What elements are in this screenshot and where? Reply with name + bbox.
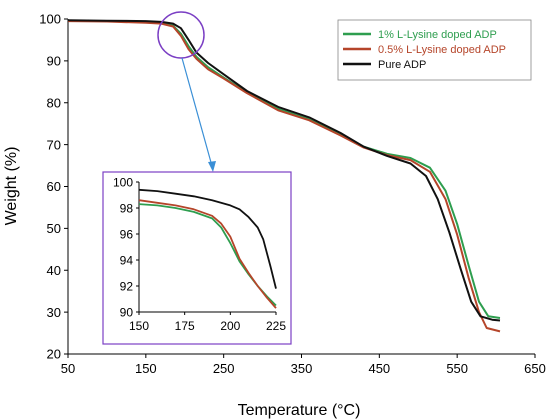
inset-x-tick-label: 175 <box>175 319 195 333</box>
legend-label: Pure ADP <box>378 59 426 71</box>
x-tick-label: 250 <box>213 361 235 376</box>
inset-x-tick-label: 150 <box>129 319 149 333</box>
inset-x-tick-label: 200 <box>220 319 240 333</box>
y-tick-label: 50 <box>47 221 61 236</box>
legend-entry-3: Pure ADP <box>343 59 426 71</box>
series-line-2 <box>67 20 501 333</box>
y-tick-label: 60 <box>47 179 61 194</box>
zoom-circle <box>157 11 205 59</box>
y-tick-label: 30 <box>47 305 61 320</box>
inset-y-tick-label: 92 <box>120 279 134 293</box>
inset-y-tick-label: 90 <box>120 305 134 319</box>
y-tick-label: 80 <box>47 95 61 110</box>
inset-y-tick-label: 96 <box>120 227 134 241</box>
y-tick-label: 20 <box>47 347 61 362</box>
inset-axes: 150 175 200 225 90 92 94 96 98 100 <box>113 175 286 333</box>
x-tick-label: 550 <box>446 361 468 376</box>
inset-series-group <box>138 188 277 309</box>
x-axis-label: Temperature (°C) <box>238 402 361 419</box>
main-axes: 50 150 250 350 450 550 650 20 30 40 50 60 70 80 90 100 <box>39 12 546 376</box>
y-tick-label: 100 <box>39 12 61 27</box>
x-tick-label: 50 <box>61 361 75 376</box>
inset-y-tick-label: 94 <box>120 253 134 267</box>
inset-x-tick-label: 225 <box>266 319 286 333</box>
legend-entry-2: 0.5% L-Lysine doped ADP <box>343 44 506 56</box>
inset-series-line-2 <box>138 199 277 309</box>
zoom-arrow <box>181 57 213 167</box>
x-tick-label: 450 <box>368 361 390 376</box>
y-tick-label: 40 <box>47 263 61 278</box>
main-series-group <box>67 19 501 333</box>
x-tick-label: 650 <box>524 361 546 376</box>
inset-frame <box>102 171 292 345</box>
x-tick-label: 350 <box>291 361 313 376</box>
zoom-arrow-head <box>208 161 216 172</box>
y-axis-label: Weight (%) <box>3 147 20 226</box>
legend-label: 0.5% L-Lysine doped ADP <box>378 44 506 56</box>
y-tick-label: 70 <box>47 137 61 152</box>
inset-y-tick-label: 98 <box>120 201 134 215</box>
y-tick-label: 90 <box>47 54 61 69</box>
inset-y-tick-label: 100 <box>113 175 133 189</box>
series-line-3 <box>67 19 501 322</box>
inset-series-line-3 <box>138 188 277 289</box>
legend-entry-1: 1% L-Lysine doped ADP <box>343 29 497 41</box>
x-tick-label: 150 <box>135 361 157 376</box>
legend-label: 1% L-Lysine doped ADP <box>378 29 497 41</box>
